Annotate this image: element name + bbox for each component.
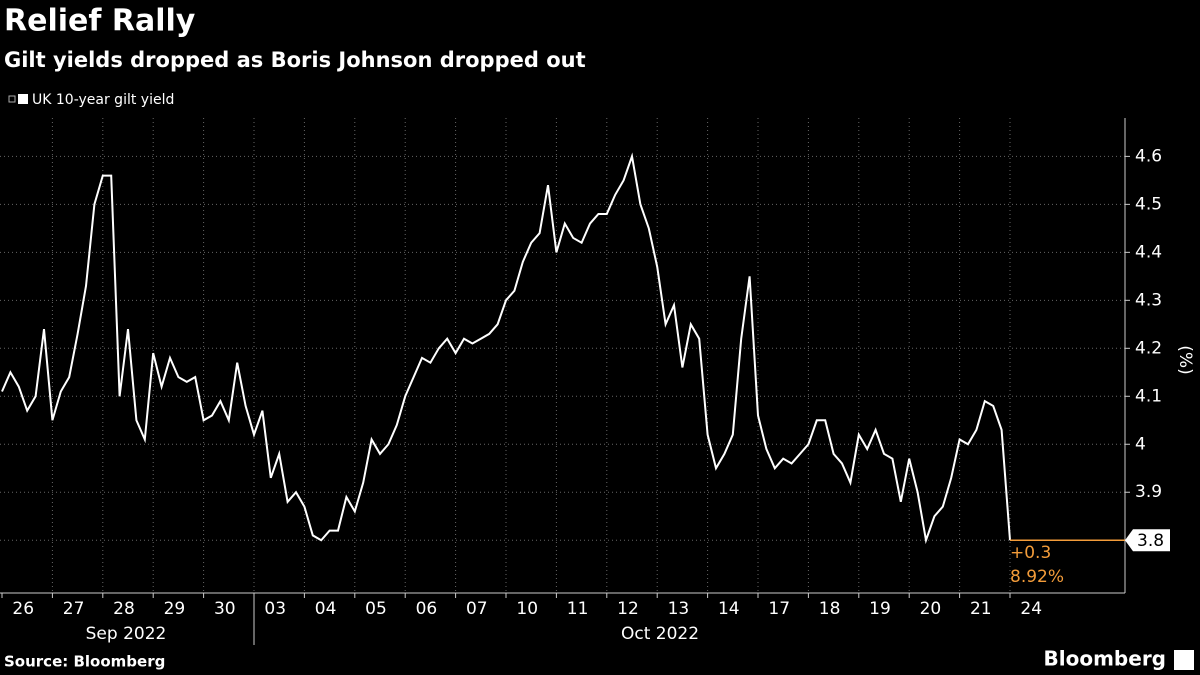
y-tick-label: 4: [1135, 434, 1146, 454]
y-tick-label: 4.6: [1135, 146, 1162, 166]
x-tick-label: 21: [970, 599, 992, 619]
x-tick-label: 06: [416, 599, 438, 619]
y-tick-label: 3.9: [1135, 482, 1162, 502]
x-tick-label: 17: [768, 599, 790, 619]
legend-swatch: [18, 94, 28, 104]
last-value-label: 3.8: [1137, 531, 1164, 551]
annotation: 8.92%: [1010, 567, 1064, 587]
x-tick-label: 27: [63, 599, 85, 619]
brand-icon: [1174, 650, 1194, 670]
x-tick-label: 03: [264, 599, 286, 619]
chart-title: Relief Rally: [4, 4, 196, 39]
y-tick-label: 4.1: [1135, 386, 1162, 406]
chart-subtitle: Gilt yields dropped as Boris Johnson dro…: [4, 48, 586, 72]
x-tick-label: 10: [516, 599, 538, 619]
x-tick-label: 05: [365, 599, 387, 619]
x-tick-label: 11: [567, 599, 589, 619]
annotation: +0.3: [1010, 543, 1051, 563]
y-axis-label: (%): [1175, 345, 1195, 374]
legend-label: UK 10-year gilt yield: [32, 92, 174, 108]
x-tick-label: 26: [12, 599, 34, 619]
x-tick-label: 12: [617, 599, 639, 619]
line: [1, 152, 1011, 545]
source: Source: Bloomberg: [4, 653, 165, 671]
y-tick-label: 4.3: [1135, 290, 1162, 310]
x-tick-label: 14: [718, 599, 740, 619]
y-tick-label: 4.5: [1135, 194, 1162, 214]
x-tick-label: 28: [113, 599, 135, 619]
x-tick-label: 29: [164, 599, 186, 619]
x-tick-label: 20: [920, 599, 942, 619]
x-tick-label: 07: [466, 599, 488, 619]
x-tick-label: 30: [214, 599, 236, 619]
x-tick-label: 04: [315, 599, 337, 619]
month-label: Sep 2022: [86, 624, 167, 644]
last-value-box: [1125, 529, 1170, 552]
y-tick-label: 4.4: [1135, 242, 1162, 262]
x-tick-label: 13: [668, 599, 690, 619]
x-tick-label: 19: [869, 599, 891, 619]
x-tick-label: 18: [819, 599, 841, 619]
y-tick-label: 4.2: [1135, 338, 1162, 358]
brand: Bloomberg: [1044, 647, 1166, 671]
legend-box: [8, 95, 16, 103]
x-tick-label: 24: [1020, 599, 1042, 619]
month-label: Oct 2022: [621, 624, 699, 644]
